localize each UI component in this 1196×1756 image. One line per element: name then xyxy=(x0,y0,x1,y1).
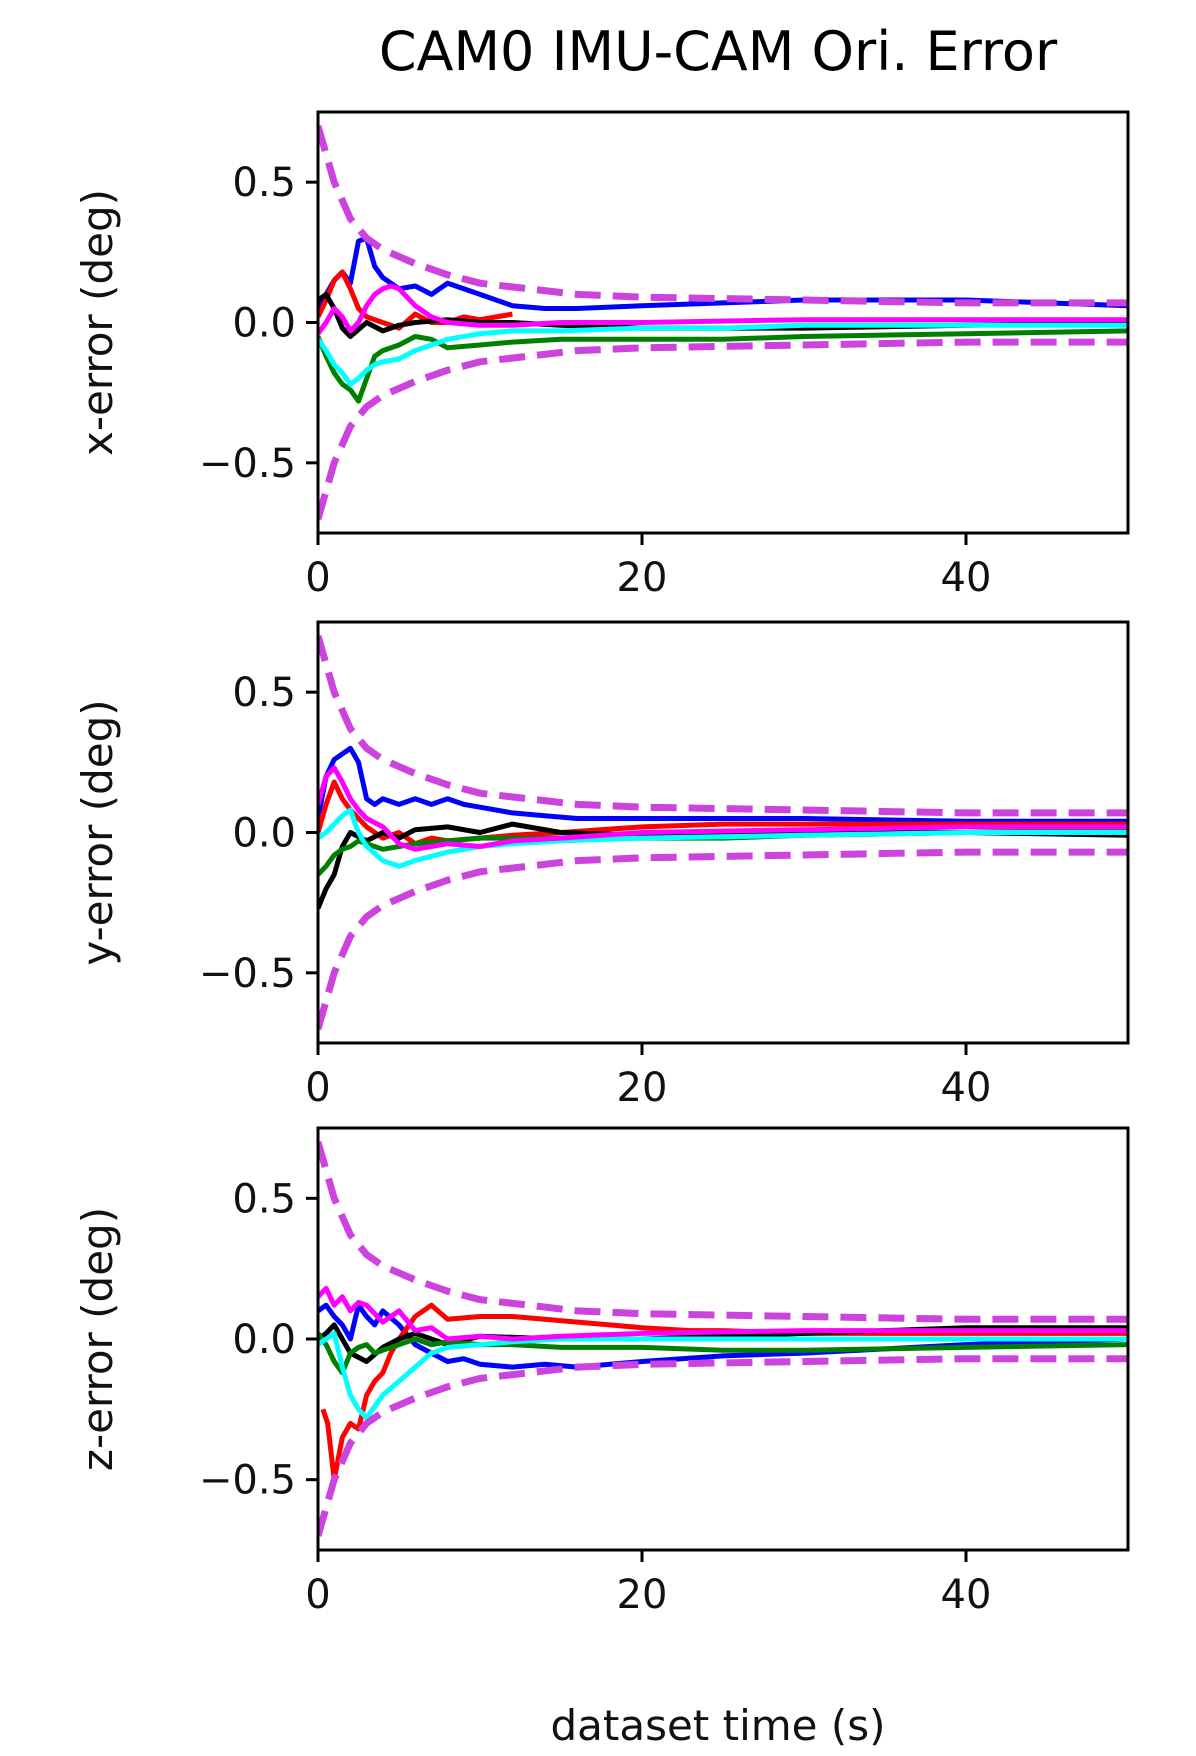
y-axis-label: x-error (deg) xyxy=(73,189,122,456)
x-tick-label: 20 xyxy=(617,555,668,601)
sigma-bound-line xyxy=(318,125,1128,307)
error-series-line xyxy=(318,283,1128,336)
subplot-3: 0 20 40 0.5 0.0 −0.5 z-error (deg) xyxy=(73,1126,1130,1618)
y-tick-label: 0.5 xyxy=(232,670,296,716)
subplot-1: 0 20 40 0.5 0.0 −0.5 x-error (deg) xyxy=(73,110,1130,601)
error-series-line xyxy=(318,1330,1128,1421)
sigma-bound-line xyxy=(318,848,1128,1030)
error-series-line xyxy=(318,1285,1128,1342)
y-axis-label: y-error (deg) xyxy=(73,699,122,965)
sigma-bound-line xyxy=(318,338,1128,520)
x-tick-label: 0 xyxy=(305,1065,330,1111)
y-tick-label: 0.0 xyxy=(232,811,296,857)
subplot-stack: 0 20 40 0.5 0.0 −0.5 x-error (deg) 0 20 40 0.5 0.0 −… xyxy=(73,110,1130,1618)
error-series-line xyxy=(318,821,1128,910)
x-tick-label: 40 xyxy=(941,1065,992,1111)
error-series-line xyxy=(318,807,1128,869)
sigma-bound-line xyxy=(318,635,1128,817)
x-tick-label: 0 xyxy=(305,1572,330,1618)
error-series-line xyxy=(318,322,1128,387)
y-tick-label: 0.0 xyxy=(232,301,296,347)
error-series-line xyxy=(318,1331,1128,1376)
series-group xyxy=(318,1141,1128,1537)
y-tick-label: −0.5 xyxy=(199,951,296,997)
y-tick-label: −0.5 xyxy=(199,1458,296,1504)
x-tick-label: 20 xyxy=(617,1572,668,1618)
error-series-line xyxy=(318,745,1128,824)
y-axis-label: z-error (deg) xyxy=(73,1207,122,1471)
series-group xyxy=(318,125,1128,520)
x-tick-label: 40 xyxy=(941,1572,992,1618)
sigma-bound-line xyxy=(318,1141,1128,1323)
y-tick-label: 0.0 xyxy=(232,1317,296,1363)
x-axis-label: dataset time (s) xyxy=(550,1701,885,1750)
y-tick-label: 0.5 xyxy=(232,160,296,206)
x-tick-label: 20 xyxy=(617,1065,668,1111)
y-tick-label: 0.5 xyxy=(232,1176,296,1222)
subplot-2: 0 20 40 0.5 0.0 −0.5 y-error (deg) xyxy=(73,620,1130,1111)
error-series-line xyxy=(318,779,1128,847)
y-tick-label: −0.5 xyxy=(199,441,296,487)
error-series-line xyxy=(318,269,513,331)
figure-title: CAM0 IMU-CAM Ori. Error xyxy=(379,20,1058,83)
x-tick-label: 0 xyxy=(305,555,330,601)
sigma-bound-line xyxy=(318,1355,1128,1537)
series-group xyxy=(318,635,1128,1030)
error-series-line xyxy=(318,328,1128,404)
error-series-line xyxy=(318,765,1128,852)
x-tick-label: 40 xyxy=(941,555,992,601)
